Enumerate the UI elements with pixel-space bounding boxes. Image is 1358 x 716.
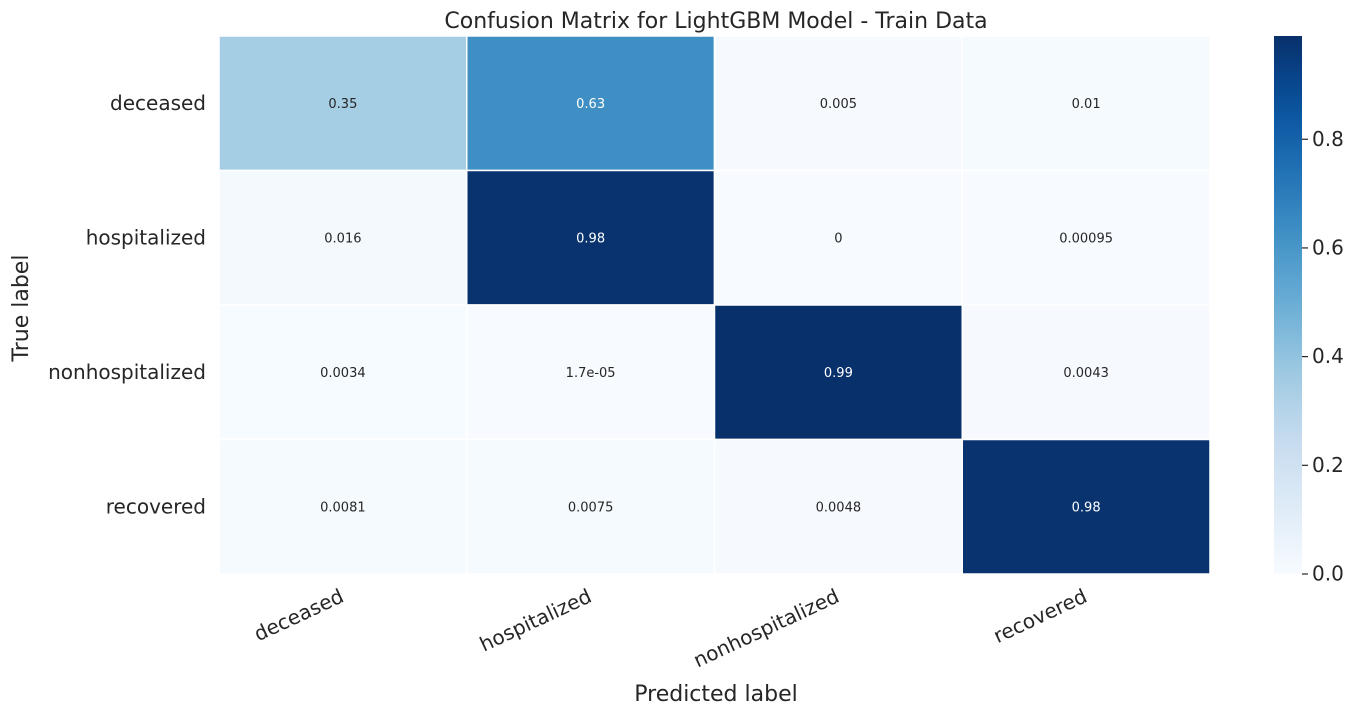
x-tick-labels: deceased hospitalized nonhospitalized recov… (250, 584, 1090, 672)
y-tick-label-deceased: deceased (110, 91, 206, 115)
cell-value-label: 0.0075 (568, 500, 614, 515)
colorbar-tick-label: 0.6 (1312, 235, 1344, 259)
cell-value-label: 0.016 (324, 231, 361, 246)
heatmap-cell-hospitalized-hospitalized (466, 169, 716, 306)
heatmap-cell-hospitalized-deceased (218, 169, 468, 306)
heatmap-cell-nonhospitalized-recovered (961, 304, 1211, 441)
chart-title: Confusion Matrix for LightGBM Model - Tr… (444, 9, 987, 34)
heatmap-cell-deceased-hospitalized (466, 35, 716, 172)
cell-value-label: 0.98 (576, 231, 605, 246)
y-axis-label: True label (9, 255, 34, 363)
colorbar-tick-label: 0.2 (1312, 453, 1344, 477)
cell-value-label: 0.0081 (320, 500, 366, 515)
x-tick-label-deceased: deceased (250, 584, 347, 646)
cell-value-label: 0.00095 (1059, 231, 1113, 246)
heatmap-cell-deceased-recovered (961, 35, 1211, 172)
x-axis-label: Predicted label (634, 682, 797, 707)
cell-value-label: 0.0034 (320, 366, 366, 381)
heatmap-cell-hospitalized-recovered (961, 169, 1211, 306)
heatmap-cell-recovered-recovered (961, 438, 1211, 575)
colorbar-tick-label: 0.4 (1312, 344, 1344, 368)
cell-value-label: 0.0048 (816, 500, 862, 515)
heatmap-cell-deceased-nonhospitalized (713, 35, 963, 172)
colorbar: 0.0 0.2 0.4 0.6 0.8 (1274, 36, 1344, 586)
x-tick-label-hospitalized: hospitalized (476, 584, 595, 657)
cell-value-label: 0.35 (328, 97, 357, 112)
heatmap-cells: 0.35 0.63 0.005 0.01 0.016 0.98 0 0.00095 0.0034… (218, 35, 1211, 575)
heatmap-cell-recovered-deceased (218, 438, 468, 575)
cell-value-label: 0.98 (1072, 500, 1101, 515)
cell-value-label: 0.005 (820, 97, 857, 112)
colorbar-tick-label: 0.0 (1312, 562, 1344, 586)
heatmap-cell-deceased-deceased (218, 35, 468, 172)
y-tick-label-recovered: recovered (106, 494, 206, 518)
colorbar-gradient (1274, 36, 1302, 574)
heatmap-cell-recovered-hospitalized (466, 438, 716, 575)
cell-value-label: 1.7e-05 (566, 366, 616, 381)
y-tick-label-nonhospitalized: nonhospitalized (48, 360, 206, 384)
colorbar-tick-label: 0.8 (1312, 127, 1344, 151)
cell-value-label: 0 (834, 231, 842, 246)
cell-value-label: 0.0043 (1063, 366, 1109, 381)
cell-value-label: 0.99 (824, 366, 853, 381)
y-tick-labels: deceased hospitalized nonhospitalized recov… (48, 91, 206, 519)
cell-value-label: 0.01 (1072, 97, 1101, 112)
heatmap-cell-nonhospitalized-hospitalized (466, 304, 716, 441)
heatmap-cell-recovered-nonhospitalized (713, 438, 963, 575)
x-tick-label-recovered: recovered (990, 584, 1091, 648)
y-tick-label-hospitalized: hospitalized (86, 225, 206, 249)
cell-value-label: 0.63 (576, 97, 605, 112)
x-tick-label-nonhospitalized: nonhospitalized (690, 584, 843, 672)
